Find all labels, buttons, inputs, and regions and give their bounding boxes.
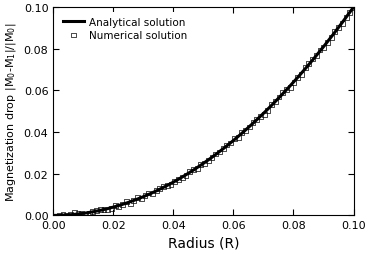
Analytical solution <box>87 211 92 214</box>
Numerical solution <box>332 30 338 34</box>
Numerical solution <box>243 129 249 133</box>
Numerical solution <box>64 213 70 217</box>
Numerical solution <box>313 54 319 58</box>
Numerical solution <box>276 96 282 100</box>
Numerical solution <box>216 150 222 154</box>
Numerical solution <box>112 203 118 208</box>
Numerical solution <box>336 26 342 30</box>
Numerical solution <box>287 86 293 90</box>
Numerical solution <box>131 198 137 202</box>
Numerical solution <box>94 209 100 213</box>
Numerical solution <box>302 66 308 70</box>
Numerical solution <box>272 100 278 104</box>
Numerical solution <box>183 173 189 178</box>
Numerical solution <box>295 76 300 80</box>
Numerical solution <box>168 183 174 187</box>
Numerical solution <box>321 46 327 51</box>
Numerical solution <box>258 115 263 119</box>
Numerical solution <box>265 109 271 113</box>
Numerical solution <box>299 73 305 77</box>
Numerical solution <box>86 211 92 215</box>
Line: Analytical solution: Analytical solution <box>53 8 353 216</box>
Numerical solution <box>209 156 215 160</box>
Numerical solution <box>164 184 170 188</box>
Numerical solution <box>191 167 196 171</box>
Numerical solution <box>146 191 152 195</box>
Numerical solution <box>127 202 133 206</box>
Numerical solution <box>213 152 219 156</box>
Numerical solution <box>231 137 237 141</box>
Numerical solution <box>179 175 185 179</box>
Y-axis label: Magnetization drop |M$_0$-M$_1$|/|M$_0$|: Magnetization drop |M$_0$-M$_1$|/|M$_0$| <box>4 22 18 201</box>
Analytical solution <box>268 106 272 109</box>
Numerical solution <box>153 189 159 193</box>
Numerical solution <box>68 212 74 216</box>
Numerical solution <box>328 36 334 40</box>
Numerical solution <box>83 213 88 217</box>
Numerical solution <box>198 163 204 167</box>
Numerical solution <box>291 81 297 85</box>
Numerical solution <box>175 178 181 182</box>
Numerical solution <box>235 136 241 140</box>
Analytical solution <box>51 214 55 217</box>
Analytical solution <box>149 192 153 195</box>
Numerical solution <box>280 91 286 95</box>
Numerical solution <box>228 141 233 146</box>
Numerical solution <box>239 131 245 135</box>
Numerical solution <box>90 210 96 214</box>
Analytical solution <box>269 104 274 107</box>
Numerical solution <box>246 125 252 130</box>
Numerical solution <box>306 62 312 66</box>
Numerical solution <box>149 192 155 196</box>
Analytical solution <box>240 132 245 135</box>
Numerical solution <box>138 197 144 201</box>
Numerical solution <box>60 212 66 216</box>
Numerical solution <box>220 147 226 151</box>
Numerical solution <box>71 211 77 215</box>
Numerical solution <box>250 121 256 125</box>
Numerical solution <box>343 17 349 21</box>
Numerical solution <box>97 208 103 212</box>
Numerical solution <box>350 7 356 11</box>
Numerical solution <box>172 180 178 184</box>
Numerical solution <box>347 12 353 16</box>
Numerical solution <box>157 187 163 191</box>
Numerical solution <box>324 41 330 45</box>
Numerical solution <box>339 22 345 26</box>
Numerical solution <box>269 103 275 107</box>
Numerical solution <box>317 49 323 53</box>
Numerical solution <box>135 196 141 200</box>
Numerical solution <box>79 212 85 216</box>
Numerical solution <box>161 185 167 189</box>
Analytical solution <box>351 7 356 10</box>
Numerical solution <box>187 170 193 174</box>
Analytical solution <box>170 182 174 185</box>
Numerical solution <box>202 162 208 166</box>
Numerical solution <box>105 208 111 212</box>
Numerical solution <box>120 203 125 207</box>
Numerical solution <box>283 88 289 92</box>
Numerical solution <box>56 214 62 218</box>
Numerical solution <box>142 194 148 198</box>
Legend: Analytical solution, Numerical solution: Analytical solution, Numerical solution <box>58 13 191 45</box>
Numerical solution <box>261 113 267 117</box>
Numerical solution <box>254 118 260 122</box>
Numerical solution <box>108 207 114 211</box>
X-axis label: Radius (R): Radius (R) <box>168 236 239 250</box>
Numerical solution <box>205 158 211 163</box>
Numerical solution <box>194 167 200 171</box>
Numerical solution <box>310 58 316 62</box>
Numerical solution <box>116 204 122 209</box>
Numerical solution <box>75 212 81 216</box>
Numerical solution <box>101 208 107 212</box>
Numerical solution <box>224 144 230 148</box>
Numerical solution <box>124 200 130 204</box>
